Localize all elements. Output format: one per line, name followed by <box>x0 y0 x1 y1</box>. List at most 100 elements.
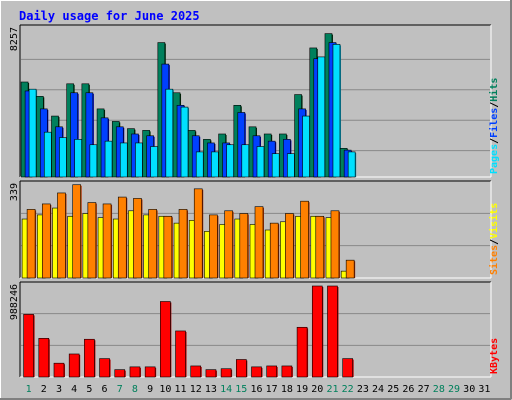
x-tick-label-19: 19 <box>296 384 308 395</box>
bar-sites-day-11 <box>178 209 188 279</box>
bar-kbytes-day-22 <box>342 358 353 378</box>
x-tick-label-14: 14 <box>220 384 232 395</box>
bar-pages-day-21 <box>332 44 341 178</box>
legend-separator: / <box>489 239 500 245</box>
bar-pages-day-9 <box>150 146 158 178</box>
bar-kbytes-day-6 <box>99 358 110 378</box>
bar-kbytes-day-3 <box>53 362 65 378</box>
bar-sites-day-8 <box>133 198 142 279</box>
bar-sites-day-13 <box>209 214 218 279</box>
bar-kbytes-day-9 <box>144 366 156 378</box>
bar-pages-day-18 <box>287 153 295 178</box>
x-tick-label-12: 12 <box>190 384 202 395</box>
bar-pages-day-11 <box>180 106 189 178</box>
x-tick-label-8: 8 <box>132 384 138 395</box>
bar-pages-day-5 <box>89 144 98 178</box>
bar-pages-day-22 <box>347 151 356 178</box>
bar-sites-day-10 <box>163 215 173 279</box>
bar-kbytes-day-12 <box>190 365 202 378</box>
bar-kbytes-day-2 <box>38 338 50 378</box>
panel-visits-sites: 339 Sites/Visits <box>9 180 500 279</box>
bar-pages-day-15 <box>241 144 250 178</box>
bar-files-day-5 <box>85 92 94 178</box>
x-tick-label-15: 15 <box>235 384 247 395</box>
legend-separator: / <box>489 138 500 144</box>
bar-kbytes-day-1 <box>23 314 34 378</box>
bar-sites-day-14 <box>224 210 233 279</box>
bar-pages-day-20 <box>317 56 326 178</box>
panel-background <box>20 282 491 377</box>
bar-sites-day-1 <box>26 209 36 279</box>
bar-sites-day-17 <box>269 222 279 279</box>
bar-pages-day-4 <box>74 139 82 178</box>
x-tick-label-2: 2 <box>41 384 47 395</box>
bar-sites-day-19 <box>300 200 309 279</box>
bar-kbytes-day-21 <box>327 285 338 378</box>
bar-pages-day-14 <box>226 144 234 178</box>
bar-kbytes-day-16 <box>251 366 262 378</box>
x-tick-label-4: 4 <box>71 384 77 395</box>
x-tick-label-30: 30 <box>463 384 475 395</box>
x-tick-label-3: 3 <box>56 384 62 395</box>
panel-legend: Pages/Files/Hits <box>488 78 500 174</box>
x-tick-label-29: 29 <box>448 384 460 395</box>
bar-sites-day-16 <box>254 206 264 279</box>
x-tick-label-18: 18 <box>281 384 293 395</box>
bar-kbytes-day-14 <box>220 368 232 378</box>
bar-sites-day-18 <box>285 213 294 279</box>
legend-sites: Sites <box>488 245 500 275</box>
bar-pages-day-2 <box>43 131 52 178</box>
legend-hits: Hits <box>488 78 500 102</box>
x-tick-label-21: 21 <box>326 384 338 395</box>
x-tick-label-24: 24 <box>372 384 384 395</box>
x-tick-label-31: 31 <box>478 384 490 395</box>
bar-files-day-4 <box>70 92 78 178</box>
legend-separator: / <box>489 102 500 108</box>
bar-sites-day-7 <box>117 196 127 279</box>
panel-legend: Sites/Visits <box>488 203 500 275</box>
bar-kbytes-day-18 <box>281 365 293 378</box>
x-tick-label-20: 20 <box>311 384 323 395</box>
legend-visits: Visits <box>488 203 500 239</box>
x-tick-label-1: 1 <box>26 384 32 395</box>
bar-pages-day-17 <box>271 153 280 178</box>
bar-sites-day-12 <box>193 188 203 279</box>
x-tick-label-9: 9 <box>147 384 153 395</box>
bar-kbytes-day-11 <box>175 330 186 378</box>
bar-kbytes-day-4 <box>68 353 80 378</box>
bar-kbytes-day-10 <box>160 301 171 378</box>
legend-kbytes: KBytes <box>489 338 500 374</box>
x-tick-label-26: 26 <box>402 384 414 395</box>
bar-pages-day-8 <box>135 142 143 178</box>
bar-sites-day-3 <box>57 192 66 279</box>
bar-pages-day-10 <box>165 88 174 178</box>
x-tick-label-5: 5 <box>86 384 92 395</box>
bar-pages-day-12 <box>195 151 204 178</box>
panel-kbytes: 988246 KBytes <box>9 281 500 378</box>
panel-max-label: 339 <box>9 183 20 201</box>
bar-sites-day-9 <box>148 209 157 279</box>
bar-pages-day-13 <box>211 151 219 178</box>
bar-sites-day-6 <box>102 203 112 279</box>
x-tick-label-27: 27 <box>418 384 430 395</box>
chart-title: Daily usage for June 2025 <box>19 9 200 23</box>
legend-pages: Pages <box>489 144 500 174</box>
x-tick-label-6: 6 <box>102 384 108 395</box>
bar-kbytes-day-7 <box>114 369 126 378</box>
bar-pages-day-3 <box>59 137 67 178</box>
chart-panels: 8257Pages/Files/Hits339Sites/Visits98824… <box>9 24 500 395</box>
x-tick-label-11: 11 <box>175 384 187 395</box>
bar-kbytes-day-17 <box>266 365 277 378</box>
bar-kbytes-day-19 <box>296 326 308 378</box>
bar-kbytes-day-15 <box>236 359 247 378</box>
bar-kbytes-day-20 <box>311 285 323 378</box>
bar-sites-day-15 <box>239 213 249 279</box>
x-tick-label-10: 10 <box>159 384 171 395</box>
x-tick-label-16: 16 <box>250 384 262 395</box>
bar-sites-day-21 <box>330 210 340 279</box>
legend-files: Files <box>488 108 500 138</box>
panel-max-label: 8257 <box>9 27 20 51</box>
x-tick-label-22: 22 <box>342 384 354 395</box>
